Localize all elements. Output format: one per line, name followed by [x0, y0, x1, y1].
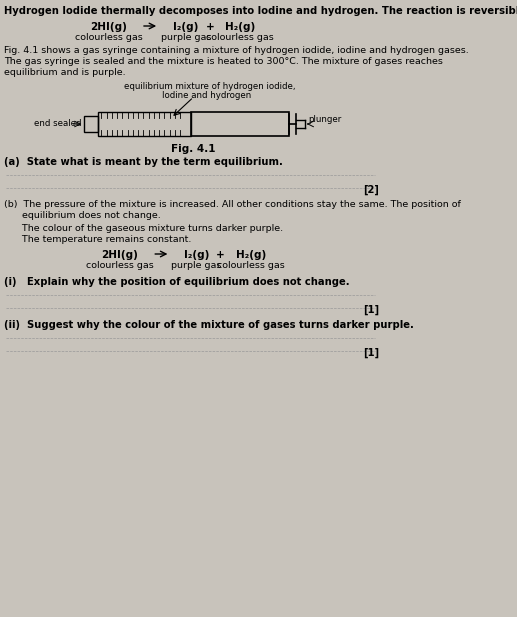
Text: equilibrium mixture of hydrogen iodide,: equilibrium mixture of hydrogen iodide,: [125, 82, 296, 91]
Text: Fig. 4.1 shows a gas syringe containing a mixture of hydrogen iodide, iodine and: Fig. 4.1 shows a gas syringe containing …: [4, 46, 468, 55]
Text: (i)   Explain why the position of equilibrium does not change.: (i) Explain why the position of equilibr…: [4, 277, 349, 287]
Text: colourless gas: colourless gas: [218, 261, 285, 270]
Text: 2HI(g): 2HI(g): [90, 22, 127, 32]
Text: [1]: [1]: [363, 305, 379, 315]
Text: +: +: [216, 250, 225, 260]
Text: The colour of the gaseous mixture turns darker purple.: The colour of the gaseous mixture turns …: [4, 224, 283, 233]
Text: Hydrogen Iodide thermally decomposes into Iodine and hydrogen. The reaction is r: Hydrogen Iodide thermally decomposes int…: [4, 6, 517, 16]
Text: plunger: plunger: [308, 115, 342, 124]
Text: The temperature remains constant.: The temperature remains constant.: [4, 235, 191, 244]
Text: end sealed: end sealed: [34, 119, 81, 128]
Text: H₂(g): H₂(g): [236, 250, 266, 260]
Text: (a)  State what is meant by the term equilibrium.: (a) State what is meant by the term equi…: [4, 157, 283, 167]
Text: [1]: [1]: [363, 348, 379, 358]
Text: equilibrium and is purple.: equilibrium and is purple.: [4, 68, 126, 77]
Bar: [98, 112, 191, 136]
Bar: [191, 112, 289, 136]
Text: I₂(g): I₂(g): [173, 22, 199, 32]
Text: +: +: [206, 22, 215, 32]
Text: (b)  The pressure of the mixture is increased. All other conditions stay the sam: (b) The pressure of the mixture is incre…: [4, 200, 461, 209]
Text: (ii)  Suggest why the colour of the mixture of gases turns darker purple.: (ii) Suggest why the colour of the mixtu…: [4, 320, 414, 330]
Text: The gas syringe is sealed and the mixture is heated to 300°C. The mixture of gas: The gas syringe is sealed and the mixtur…: [4, 57, 443, 66]
Text: purple gas: purple gas: [172, 261, 222, 270]
Text: [2]: [2]: [363, 185, 379, 195]
Text: purple gas: purple gas: [161, 33, 211, 42]
Text: colourless gas: colourless gas: [75, 33, 143, 42]
Text: Fig. 4.1: Fig. 4.1: [171, 144, 216, 154]
Text: Iodine and hydrogen: Iodine and hydrogen: [162, 91, 251, 100]
Text: colourless gas: colourless gas: [86, 261, 154, 270]
Text: I₂(g): I₂(g): [184, 250, 209, 260]
Bar: [84, 116, 98, 132]
Text: 2HI(g): 2HI(g): [102, 250, 139, 260]
Text: colourless gas: colourless gas: [206, 33, 274, 42]
Text: equilibrium does not change.: equilibrium does not change.: [4, 211, 160, 220]
Text: H₂(g): H₂(g): [225, 22, 255, 32]
